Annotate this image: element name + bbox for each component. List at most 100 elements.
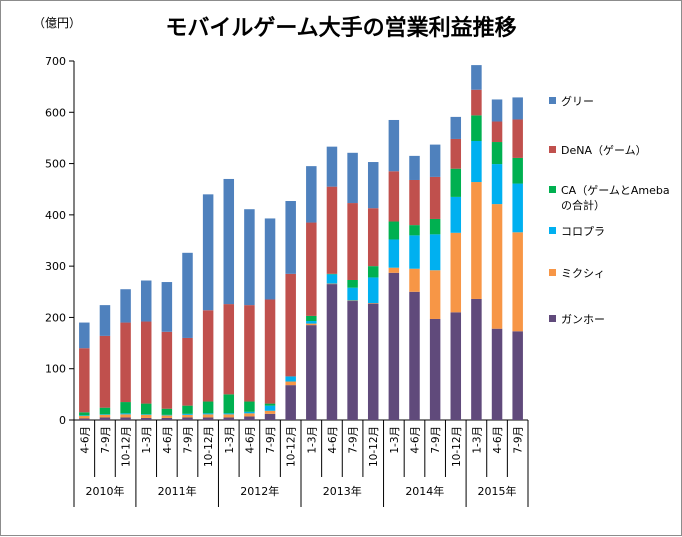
bars [79,65,523,420]
bar-segment [367,208,379,267]
bar-segment [285,381,296,386]
legend-swatch [549,146,556,153]
y-tick-label: 200 [45,311,66,324]
bar-segment [202,414,214,418]
bar-segment [512,119,523,158]
x-category-label: 10-12月 [121,426,133,467]
x-category-label: 10-12月 [451,426,463,467]
bar-segment [202,194,214,311]
bar-segment [99,417,111,420]
bar-segment [223,414,235,418]
bar-segment [450,116,462,139]
bar-segment [79,348,90,413]
bar-segment [99,414,111,418]
bar-segment [306,222,317,316]
bar-segment [512,97,523,120]
y-tick-label: 0 [59,414,66,427]
bar-segment [429,144,441,177]
bar-segment [244,401,255,412]
bar-segment [471,141,482,183]
x-category-label: 4-6月 [162,426,174,454]
bar-segment [388,267,400,273]
bar-segment [264,403,276,406]
bar-segment [491,99,503,122]
x-category-label: 7-9月 [348,426,360,454]
bar-segment [471,65,482,90]
bar-segment [429,176,441,219]
bar-segment [79,418,90,420]
bar-segment [491,164,503,205]
bar-segment [182,252,193,338]
x-category-label: 4-6月 [244,426,256,454]
bar-segment [244,305,255,402]
legend-label: コロプラ [561,225,605,238]
bar-segment [244,411,255,414]
bar-segment [388,272,400,420]
legend-label: ガンホー [561,313,605,326]
bar-segment [367,303,379,420]
legend-swatch [549,186,556,193]
bar-segment [491,121,503,143]
bar-segment [182,337,193,406]
x-category-label: 7-9月 [265,426,277,454]
chart-title: モバイルゲーム大手の営業利益推移 [165,15,516,41]
legend-label: グリー [561,94,594,108]
bar-segment [99,414,111,415]
bar-segment [120,413,131,415]
bar-segment [306,315,317,322]
bar-segment [326,273,338,275]
bar-segment [347,287,358,301]
bar-segment [450,232,462,313]
bar-segment [264,405,276,411]
bar-segment [244,416,255,420]
bar-segment [429,234,441,271]
bar-segment [471,115,482,142]
bar-segment [306,321,317,324]
bar-segment [285,376,296,382]
bar-segment [450,312,462,420]
bar-segment [347,152,358,204]
bar-segment [367,303,379,304]
x-category-label: 1-3月 [224,426,236,454]
bar-segment [347,301,358,420]
x-category-label: 7-9月 [513,426,525,454]
bar-segment [161,414,173,416]
year-label: 2013年 [323,484,362,498]
bar-segment [264,218,276,300]
bar-segment [223,394,235,414]
bar-segment [202,310,214,402]
bar-segment [120,289,131,323]
bar-segment [120,322,131,403]
bar-segment [161,415,173,418]
bar-segment [223,417,235,420]
bar-segment [326,186,338,274]
bar-segment [182,413,193,415]
bar-segment [79,412,90,416]
bar-segment [367,277,379,304]
bar-segment [285,385,296,420]
bar-segment [347,300,358,302]
bar-segment [347,279,358,288]
unit-label: （億円） [33,16,81,30]
bar-segment [409,155,420,180]
bar-segment [347,203,358,280]
bar-segment [79,415,90,416]
bar-segment [388,239,400,268]
bar-segment [450,138,462,169]
bar-segment [388,119,400,172]
bar-segment [409,268,420,292]
bar-segment [367,162,379,209]
bar-segment [140,414,152,415]
y-tick-label: 300 [45,260,66,273]
year-label: 2015年 [478,484,517,498]
bar-segment [120,402,131,414]
bar-segment [140,417,152,420]
bar-segment [326,283,338,285]
x-category-label: 1-3月 [306,426,318,454]
bar-segment [429,270,441,319]
bar-segment [285,273,296,377]
bar-segment [244,413,255,417]
year-label: 2011年 [158,484,197,498]
bar-segment [367,266,379,278]
bar-segment [326,146,338,187]
